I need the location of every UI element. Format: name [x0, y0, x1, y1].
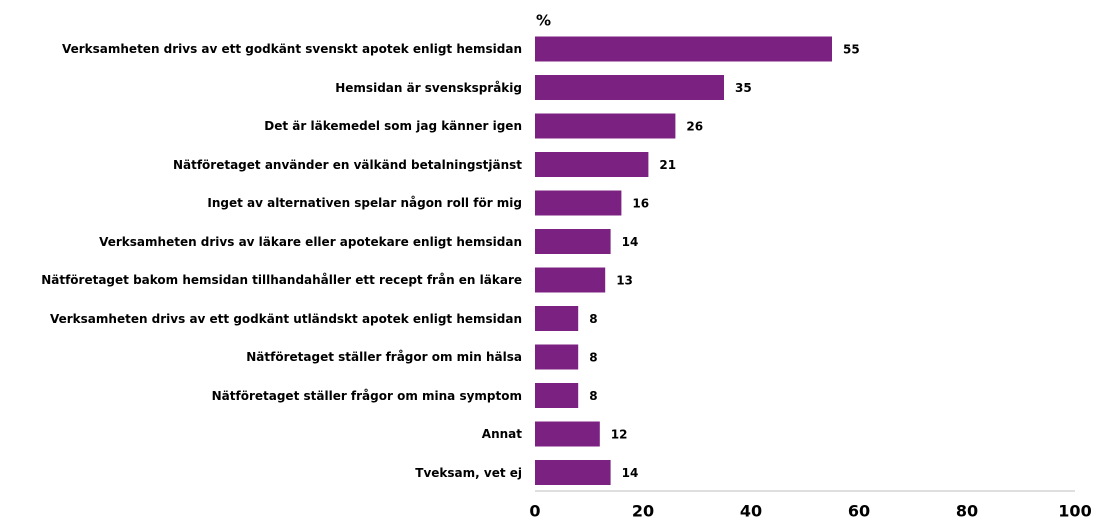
category-text: Hemsidan är svenskspråkig: [335, 80, 522, 95]
category-text: Nätföretaget bakom hemsidan tillhandahål…: [41, 273, 522, 287]
category-label: Verksamheten drivs av läkare eller apote…: [7, 235, 522, 249]
value-label: 13: [616, 274, 633, 288]
value-label: 8: [589, 312, 597, 326]
category-label: Tveksam, vet ej: [7, 466, 522, 480]
value-label: 14: [622, 235, 639, 249]
bar: [535, 113, 676, 139]
value-label: 12: [611, 428, 628, 442]
x-tick-label: 20: [632, 502, 654, 520]
bar: [535, 306, 579, 331]
category-text: Nätföretaget ställer frågor om mina symp…: [211, 388, 522, 403]
value-label: 26: [686, 120, 703, 134]
x-tick-label: 0: [529, 502, 540, 520]
x-tick-label: 80: [956, 502, 978, 520]
category-label: Annat: [7, 427, 522, 441]
category-label: Inget av alternativen spelar någon roll …: [7, 196, 522, 210]
category-label: Verksamheten drivs av ett godkänt utländ…: [7, 312, 522, 326]
bar: [535, 344, 579, 370]
bar: [535, 229, 611, 254]
bar: [535, 36, 832, 62]
category-label: Hemsidan är svenskspråkig: [7, 81, 522, 95]
value-label: 21: [659, 158, 676, 172]
bar: [535, 75, 724, 100]
value-label: 35: [735, 81, 752, 95]
value-label: 8: [589, 351, 597, 365]
category-text: Inget av alternativen spelar någon roll …: [207, 196, 522, 210]
value-label: 55: [843, 43, 860, 57]
unit-label: %: [536, 12, 551, 30]
bar: [535, 152, 649, 177]
category-label: Det är läkemedel som jag känner igen: [7, 119, 522, 133]
value-label: 8: [589, 389, 597, 403]
value-label: 14: [622, 466, 639, 480]
category-text: Det är läkemedel som jag känner igen: [264, 119, 522, 133]
category-text: Verksamheten drivs av läkare eller apote…: [99, 234, 522, 249]
category-label: Nätföretaget bakom hemsidan tillhandahål…: [7, 273, 522, 287]
category-text: Verksamheten drivs av ett godkänt utländ…: [49, 311, 522, 326]
bar: [535, 460, 611, 485]
x-tick-label: 40: [740, 502, 762, 520]
category-label: Nätföretaget ställer frågor om min hälsa: [7, 350, 522, 364]
bar: [535, 190, 622, 216]
category-text: Tveksam, vet ej: [415, 465, 522, 480]
value-label: 16: [632, 197, 649, 211]
category-label: Nätföretaget ställer frågor om mina symp…: [7, 389, 522, 403]
category-text: Nätföretaget använder en välkänd betalni…: [172, 157, 522, 172]
bar: [535, 421, 600, 447]
category-label: Verksamheten drivs av ett godkänt svensk…: [7, 42, 522, 56]
category-text: Annat: [481, 427, 522, 441]
category-text: Verksamheten drivs av ett godkänt svensk…: [61, 42, 522, 56]
category-text: Nätföretaget ställer frågor om min hälsa: [246, 350, 522, 364]
x-tick-label: 100: [1058, 502, 1091, 520]
bar: [535, 383, 579, 408]
category-label: Nätföretaget använder en välkänd betalni…: [7, 158, 522, 172]
bar: [535, 267, 606, 293]
x-tick-label: 60: [848, 502, 870, 520]
